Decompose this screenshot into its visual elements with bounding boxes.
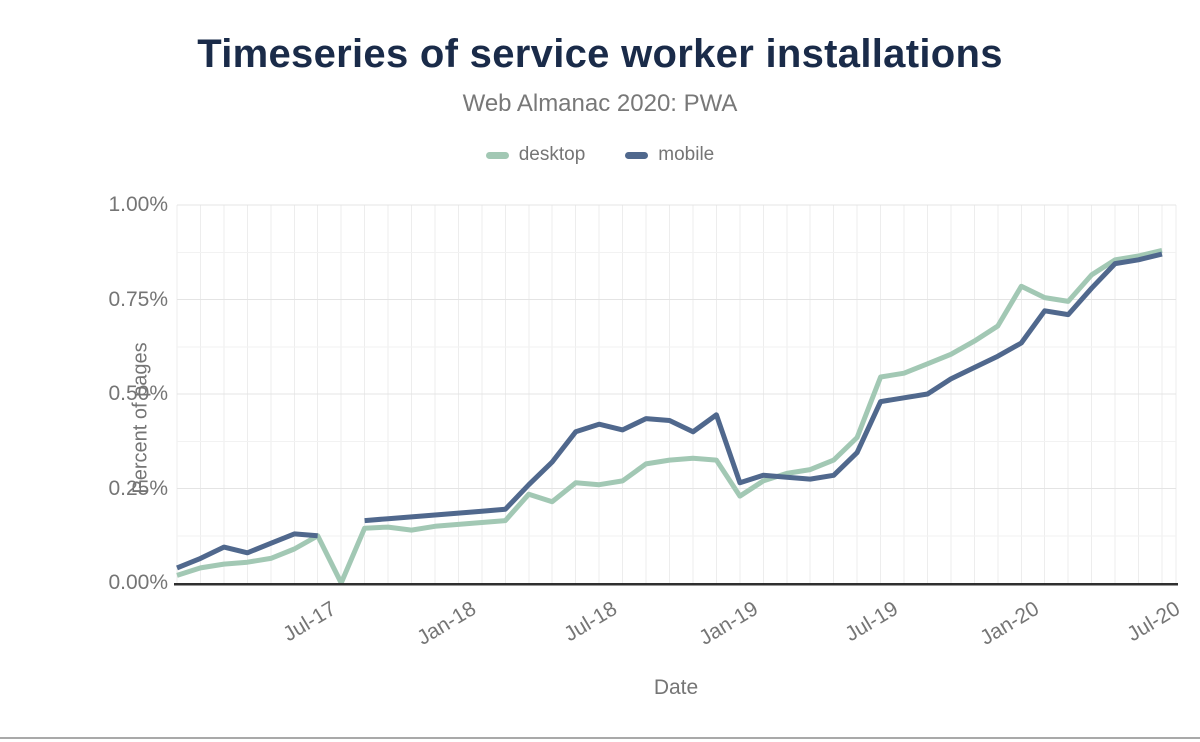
y-axis-title: Percent of pages — [129, 342, 152, 494]
mobile-line — [176, 251, 1163, 571]
y-tick-label: 0.75% — [108, 287, 168, 311]
legend-label-desktop: desktop — [518, 144, 586, 165]
legend-item-desktop: desktop — [485, 144, 586, 166]
y-tick-label: 0.50% — [108, 382, 168, 405]
legend: desktop mobile — [0, 144, 1200, 166]
legend-label-mobile: mobile — [658, 144, 715, 165]
y-tick-label: 0.00% — [108, 571, 168, 594]
x-axis-title: Date — [653, 676, 699, 699]
figure-bottom-border — [0, 737, 1200, 739]
desktop-series-swatch — [485, 151, 509, 159]
legend-item-mobile: mobile — [625, 144, 714, 166]
y-tick-label: 0.25% — [108, 476, 168, 500]
chart-title: Timeseries of service worker installatio… — [197, 32, 1003, 76]
y-tick-label: 1.00% — [108, 193, 168, 216]
chart-subtitle: Web Almanac 2020: PWA — [462, 90, 738, 117]
mobile-series-swatch — [625, 151, 649, 159]
